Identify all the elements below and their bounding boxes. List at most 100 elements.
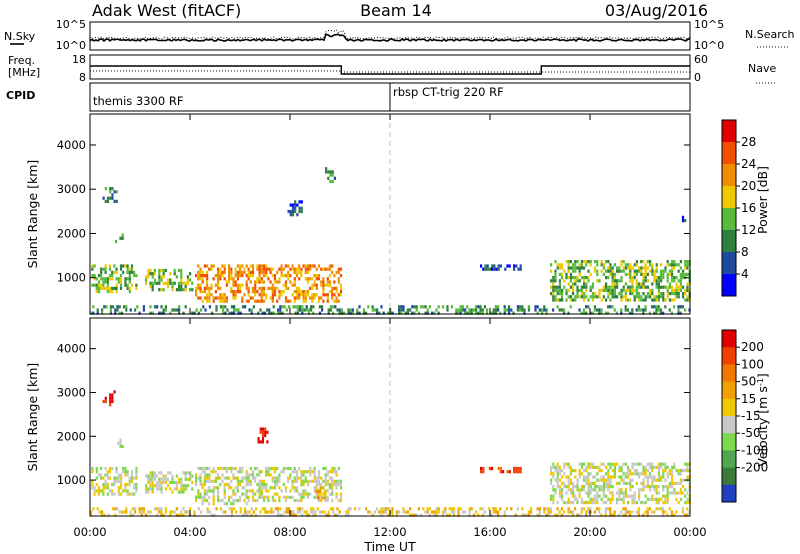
power-scatter-cell [517,267,520,271]
power-scatter-cell [219,270,222,274]
velocity-scatter-cell [239,498,242,503]
velocity-scatter-cell [241,466,244,471]
power-scatter-cell [666,292,669,296]
velocity-scatter-cell [662,472,665,476]
power-scatter-cell [258,277,261,281]
velocity-scatter-cell [437,507,440,511]
power-scatter-cell [304,290,307,294]
velocity-scatter-cell [206,466,209,471]
power-scatter-cell [339,267,343,271]
velocity-scatter-cell [261,430,265,434]
velocity-scatter-cell [262,486,266,490]
power-scatter-cell [162,268,165,273]
velocity-scatter-cell [552,465,555,469]
power-scatter-cell [605,298,608,302]
power-scatter-cell [93,274,96,278]
velocity-scatter-cell [180,513,183,517]
velocity-scatter-cell [673,491,676,495]
power-scatter-cell [197,311,200,315]
velocity-scatter-cell [199,473,202,477]
velocity-scatter-cell [293,466,296,471]
power-scatter-cell [225,283,228,287]
power-scatter-cell [578,279,581,283]
power-scatter-cell [631,266,634,270]
velocity-scatter-cell [241,479,244,483]
power-scatter-cell [583,260,586,264]
velocity-scatter-cell [305,510,308,514]
power-scatter-cell [620,292,623,296]
power-scatter-cell [569,298,572,302]
power-scatter-cell [677,263,680,267]
power-scatter-cell [91,274,94,278]
power-scatter-cell [102,280,105,284]
velocity-scatter-cell [629,488,632,492]
power-scatter-cell [294,200,297,204]
power-scatter-cell [195,293,198,297]
power-scatter-cell [124,264,127,268]
velocity-scatter-cell [622,491,625,495]
power-scatter-cell [362,311,365,315]
power-scatter-cell [271,296,274,300]
freq-unit-label: [MHz] [8,66,40,79]
power-scatter-cell [554,295,557,299]
velocity-scatter-cell [302,489,305,493]
power-scatter-cell [620,279,623,283]
velocity-scatter-cell [673,488,676,492]
velocity-scatter-cell [256,498,259,503]
power-scatter-cell [285,308,288,312]
power-scatter-cell [271,267,274,271]
power-scatter-cell [605,269,608,273]
velocity-scatter-cell [558,488,561,492]
power-scatter-cell [329,179,332,184]
power-scatter-cell [97,280,101,284]
velocity-scatter-cell [335,495,338,499]
velocity-scatter-cell [618,497,621,501]
power-scatter-cell [254,290,257,294]
velocity-scatter-cell [563,462,566,466]
power-scatter-cell [221,299,224,303]
velocity-scatter-cell [245,476,248,480]
velocity-scatter-cell [306,482,310,487]
power-scatter-cell [556,305,559,309]
velocity-scatter-cell [682,469,685,473]
velocity-scatter-cell [616,497,619,501]
power-scatter-cell [217,283,220,287]
power-scatter-cell [307,308,310,312]
velocity-scatter-cell [488,507,491,511]
power-scatter-cell [664,266,667,270]
velocity-scatter-cell [135,466,138,471]
velocity-scatter-cell [657,501,660,505]
power-scatter-cell [233,308,236,312]
velocity-scatter-cell [262,495,266,499]
velocity-scatter-cell [633,501,636,505]
power-scatter-cell [642,260,645,264]
power-scatter-cell [554,288,557,292]
velocity-scatter-cell [201,482,204,487]
power-scatter-cell [609,288,612,292]
power-scatter-cell [193,311,196,315]
power-scatter-cell [484,264,487,268]
velocity-scatter-cell [686,475,689,479]
velocity-colorbar-tick-label: -50 [741,426,761,440]
velocity-scatter-cell [483,510,486,514]
power-scatter-cell [160,275,163,279]
power-scatter-cell [296,311,299,315]
power-scatter-cell [124,277,127,281]
velocity-scatter-cell [336,513,339,517]
power-scatter-cell [338,308,341,312]
velocity-scatter-cell [212,486,215,490]
power-scatter-cell [583,295,586,299]
power-scatter-cell [327,308,330,312]
power-scatter-cell [160,305,163,309]
power-scatter-cell [223,296,226,300]
velocity-scatter-cell [97,486,101,490]
velocity-scatter-cell [585,478,588,482]
velocity-scatter-cell [635,481,638,485]
power-scatter-cell [335,270,338,274]
power-scatter-cell [554,285,557,289]
power-scatter-cell [328,267,332,271]
velocity-scatter-cell [591,481,594,485]
power-scatter-cell [300,274,303,278]
